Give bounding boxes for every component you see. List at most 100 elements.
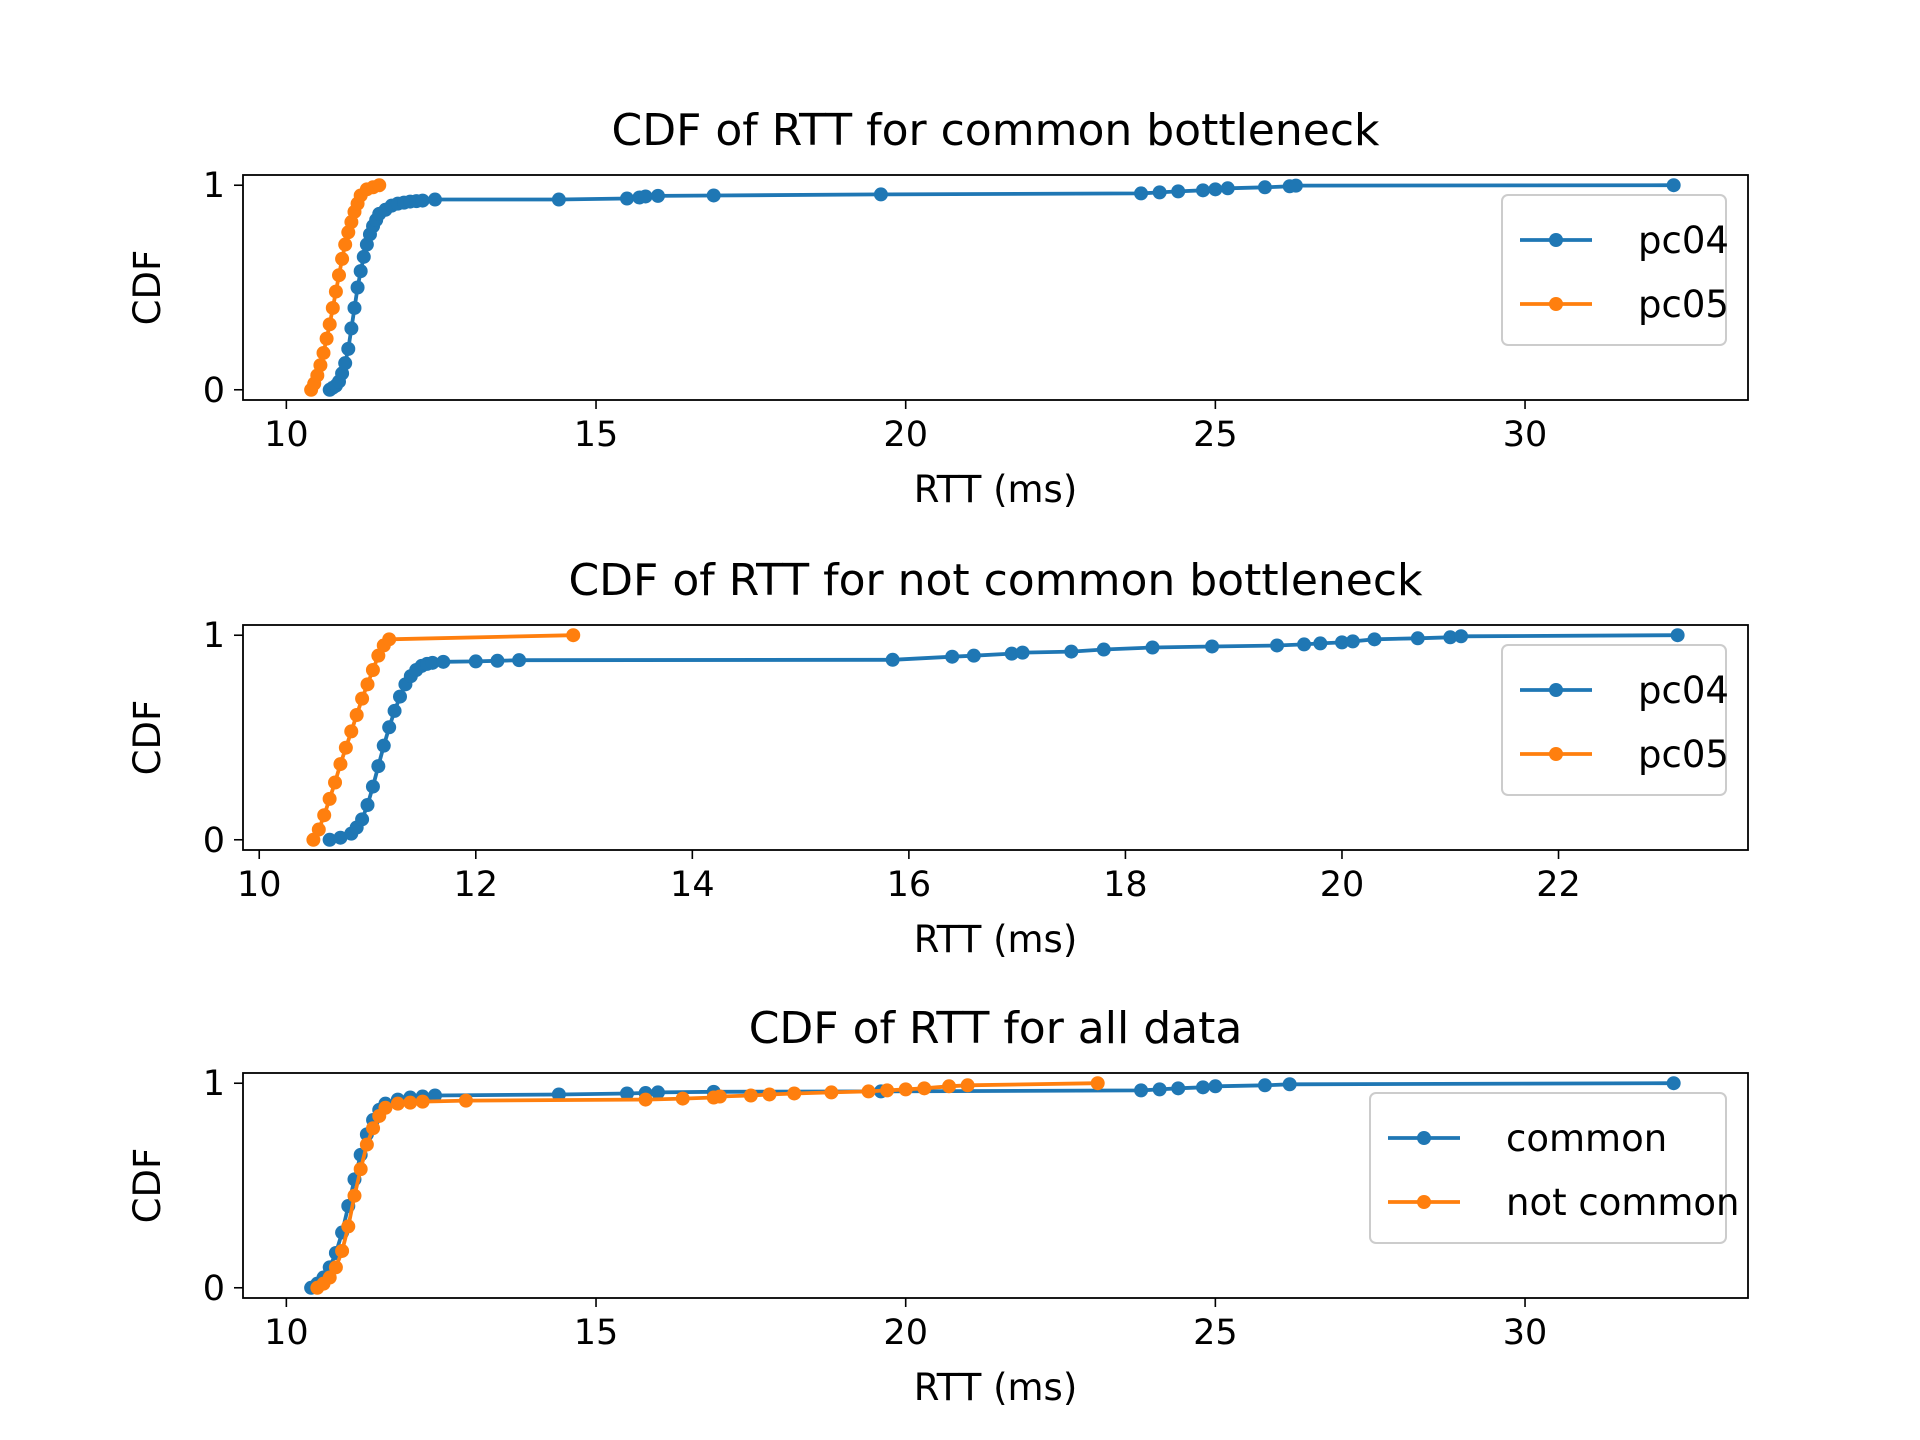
x-tick-label: 18 bbox=[1103, 865, 1148, 905]
data-point bbox=[366, 1121, 381, 1136]
data-point bbox=[322, 1270, 337, 1285]
data-point bbox=[317, 808, 332, 823]
x-tick-label: 25 bbox=[1193, 1313, 1238, 1353]
legend: pc04 pc05 bbox=[1501, 644, 1729, 796]
x-tick-label: 30 bbox=[1503, 415, 1548, 455]
data-point bbox=[712, 1089, 727, 1104]
series-line bbox=[328, 183, 1674, 392]
data-point bbox=[551, 192, 566, 207]
subplot-title: CDF of RTT for common bottleneck bbox=[611, 105, 1380, 156]
data-point bbox=[945, 649, 960, 664]
data-point bbox=[917, 1081, 932, 1096]
y-tick-label: 1 bbox=[203, 1064, 225, 1104]
data-point bbox=[1313, 636, 1328, 651]
data-point bbox=[942, 1079, 957, 1094]
data-point bbox=[650, 188, 665, 203]
data-point bbox=[338, 356, 353, 371]
data-point bbox=[1334, 635, 1349, 650]
data-point bbox=[1004, 646, 1019, 661]
data-point bbox=[1096, 642, 1111, 657]
data-point bbox=[490, 653, 505, 668]
axes-frame bbox=[242, 624, 1749, 851]
data-point bbox=[382, 720, 397, 735]
data-point bbox=[1208, 1079, 1223, 1094]
x-axis-label: RTT (ms) bbox=[914, 1366, 1078, 1409]
data-point bbox=[341, 341, 356, 356]
data-point bbox=[619, 1086, 634, 1101]
data-point bbox=[333, 757, 348, 772]
data-point bbox=[360, 677, 375, 692]
x-tick-label: 20 bbox=[883, 415, 928, 455]
data-point bbox=[566, 628, 581, 643]
legend-entry-label: common bbox=[1506, 1117, 1667, 1160]
legend-marker bbox=[1549, 233, 1563, 247]
data-point bbox=[344, 724, 359, 739]
data-point bbox=[1152, 185, 1167, 200]
data-point bbox=[1205, 639, 1220, 654]
y-axis-label: CDF bbox=[126, 700, 169, 776]
data-point bbox=[319, 331, 334, 346]
data-point bbox=[355, 691, 370, 706]
data-point bbox=[325, 300, 340, 315]
x-tick-label: 10 bbox=[264, 415, 309, 455]
data-point bbox=[880, 1083, 895, 1098]
series-pc04 bbox=[322, 628, 1685, 847]
data-point bbox=[762, 1087, 777, 1102]
data-point bbox=[1208, 182, 1223, 197]
legend-entry-label: pc04 bbox=[1638, 669, 1729, 712]
data-point bbox=[415, 193, 430, 208]
legend-marker bbox=[1549, 747, 1563, 761]
data-point bbox=[378, 1100, 393, 1115]
legend-box bbox=[1369, 1092, 1727, 1244]
data-point bbox=[861, 1084, 876, 1099]
data-point bbox=[338, 237, 353, 252]
data-point bbox=[787, 1086, 802, 1101]
data-point bbox=[1270, 638, 1285, 653]
data-point bbox=[313, 358, 328, 373]
x-tick-label: 10 bbox=[237, 865, 282, 905]
data-point bbox=[403, 1095, 418, 1110]
data-point bbox=[1282, 1077, 1297, 1092]
data-point bbox=[1090, 1076, 1105, 1091]
data-point bbox=[960, 1078, 975, 1093]
data-point bbox=[824, 1085, 839, 1100]
data-point bbox=[356, 249, 371, 264]
x-axis-label: RTT (ms) bbox=[914, 468, 1078, 511]
data-point bbox=[1454, 629, 1469, 644]
data-point bbox=[675, 1091, 690, 1106]
legend-entry-label: pc04 bbox=[1638, 219, 1729, 262]
data-point bbox=[392, 689, 407, 704]
data-point bbox=[512, 653, 527, 668]
data-point bbox=[353, 1162, 368, 1177]
data-point bbox=[353, 264, 368, 279]
data-point bbox=[1195, 183, 1210, 198]
data-point bbox=[885, 652, 900, 667]
data-point bbox=[650, 1085, 665, 1100]
data-point bbox=[1666, 1076, 1681, 1091]
data-point bbox=[1145, 640, 1160, 655]
legend-marker bbox=[1417, 1131, 1431, 1145]
legend-marker bbox=[1549, 297, 1563, 311]
y-axis-label: CDF bbox=[126, 250, 169, 326]
data-point bbox=[328, 284, 343, 299]
data-point bbox=[1152, 1082, 1167, 1097]
subplot-3: CDF of RTT for all data 10 15 20 25 30 0 1 RTT (… bbox=[126, 1003, 1749, 1409]
data-point bbox=[390, 1096, 405, 1111]
data-point bbox=[355, 812, 370, 827]
series-line bbox=[316, 1081, 1098, 1290]
data-point bbox=[1257, 180, 1272, 195]
data-point bbox=[382, 632, 397, 647]
data-point bbox=[347, 1188, 362, 1203]
y-tick-label: 0 bbox=[203, 371, 225, 411]
data-point bbox=[1015, 645, 1030, 660]
data-point bbox=[1443, 630, 1458, 645]
data-point bbox=[322, 832, 337, 847]
legend-entry-label: not common bbox=[1506, 1181, 1740, 1224]
data-point bbox=[1064, 644, 1079, 659]
data-point bbox=[1171, 1081, 1186, 1096]
data-point bbox=[372, 178, 387, 193]
data-point bbox=[1410, 631, 1425, 646]
x-axis-label: RTT (ms) bbox=[914, 918, 1078, 961]
